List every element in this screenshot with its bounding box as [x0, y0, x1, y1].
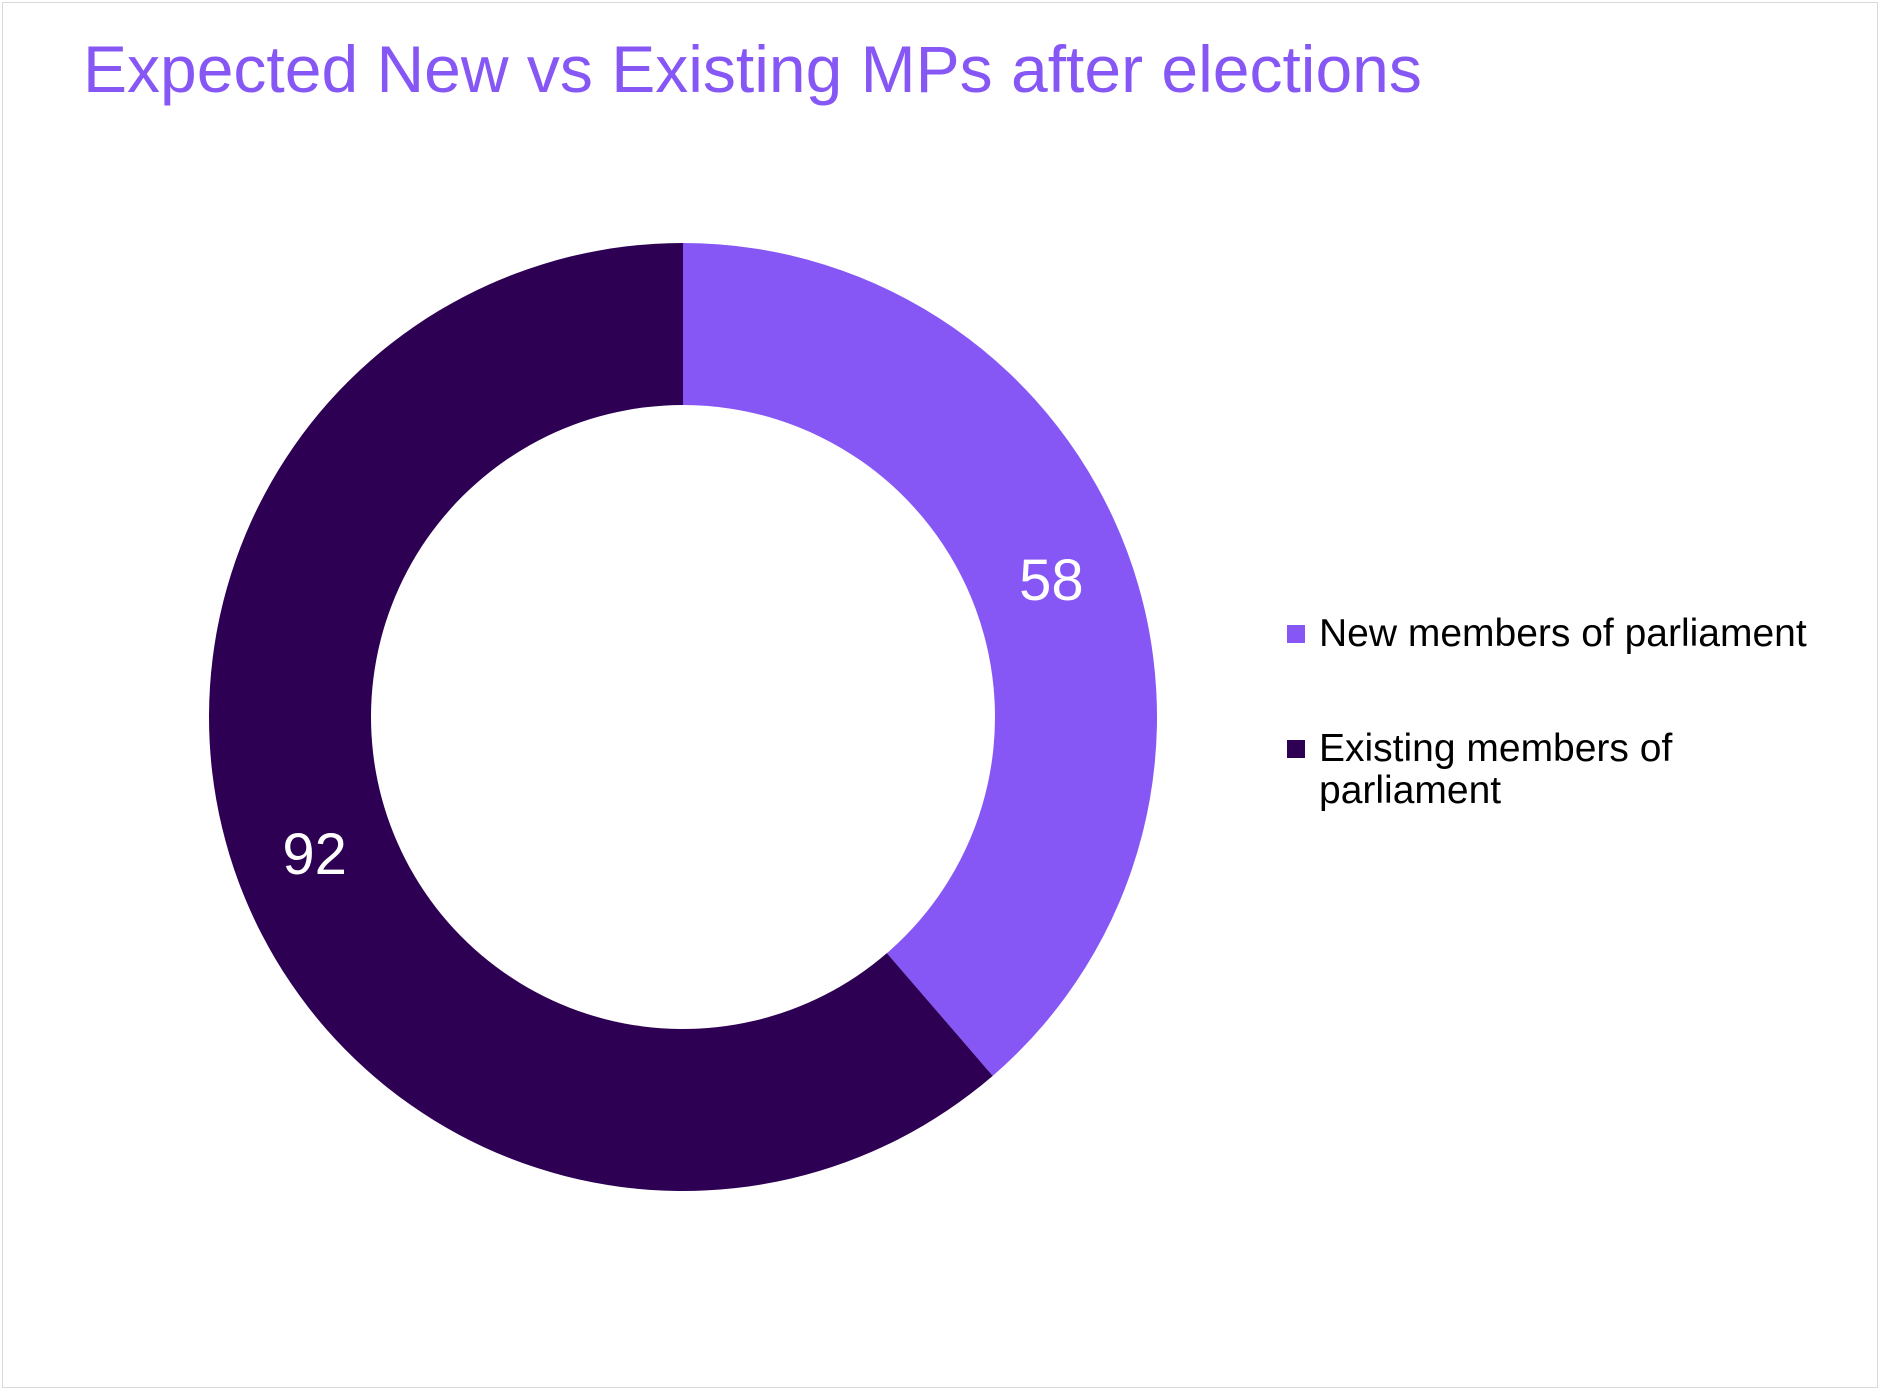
data-label-new-mps: 58 [1019, 548, 1084, 613]
legend-item-new-mps: New members of parliament [1287, 613, 1867, 655]
slice-existing-mps [208, 243, 993, 1191]
legend-swatch-existing-mps [1287, 740, 1305, 758]
legend-swatch-new-mps [1287, 625, 1305, 643]
legend-label-new-mps: New members of parliament [1319, 612, 1807, 655]
donut-chart: 58 92 [208, 243, 1158, 1191]
legend-item-existing-mps: Existing members of parliament [1287, 728, 1757, 812]
chart-title: Expected New vs Existing MPs after elect… [83, 32, 1422, 106]
legend-label-existing-mps: Existing members of parliament [1319, 727, 1673, 812]
slice-new-mps [683, 243, 1158, 1076]
data-label-existing-mps: 92 [282, 822, 347, 887]
